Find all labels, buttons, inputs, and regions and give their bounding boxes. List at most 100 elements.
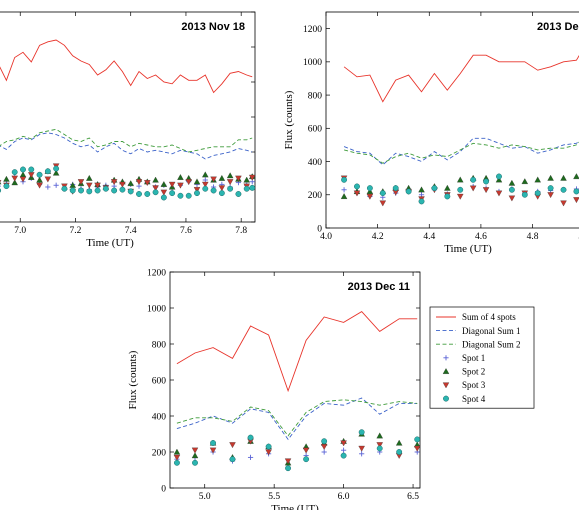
series-spot-4-point: [3, 183, 10, 190]
series-sum-of-4-spots-line: [0, 39, 253, 94]
series-spot-2-point: [160, 181, 168, 187]
y-tick-label: 400: [152, 412, 167, 422]
series-spot-4-point: [483, 178, 490, 185]
series-spot-4-point: [444, 193, 451, 200]
panel-title: 2013 Nov 18: [181, 21, 245, 33]
series-spot-3-point: [110, 179, 118, 186]
y-tick-label: 200: [152, 448, 167, 458]
series-spot-2-point: [152, 176, 159, 183]
y-tick-label: 1000: [303, 58, 322, 68]
x-tick-label: 7.6: [180, 226, 192, 236]
series-spot-4-point: [94, 187, 101, 194]
series-spot-4-point: [218, 190, 225, 197]
series-spot-4-point: [496, 173, 502, 180]
y-tick-label: 0: [317, 224, 322, 234]
legend-item-spot-1: Spot 1: [443, 353, 485, 363]
series-spot-4-point: [194, 190, 200, 197]
series-spot-4-point: [354, 183, 360, 190]
legend-item-spot-4: Spot 4: [443, 394, 486, 404]
series-group: [173, 311, 420, 472]
x-axis-label: Time (UT): [271, 503, 319, 510]
legend-label: Sum of 4 spots: [462, 312, 516, 322]
series-spot-4-point: [521, 191, 528, 198]
legend-swatch: [443, 355, 449, 361]
y-axis-label: Flux (counts): [283, 90, 295, 149]
series-spot-4-point: [341, 176, 348, 183]
series-spot-4: [0, 165, 255, 201]
series-spot-2-point: [456, 176, 464, 183]
series-spot-4-point: [470, 176, 477, 183]
series-spot-3-point: [36, 182, 43, 189]
series-spot-2-point: [191, 452, 199, 459]
series-spot-3-point: [226, 179, 234, 186]
series-spot-4-point: [285, 465, 292, 472]
series-spot-3-point: [191, 447, 199, 454]
series-spot-2-point: [3, 175, 10, 182]
series-spot-2-point: [173, 448, 181, 455]
series-spot-3-point: [320, 444, 328, 450]
series-spot-3-point: [44, 176, 52, 183]
series-spot-4-point: [210, 440, 217, 446]
series-spot-4-point: [560, 186, 567, 193]
series-spot-3-point: [376, 442, 383, 449]
series-spot-2-point: [36, 176, 43, 183]
series-spot-4-point: [144, 191, 151, 197]
series-spot-4-point: [303, 456, 310, 463]
panel-dec-10: 4.04.24.44.64.85.0020040060080010001200T…: [283, 11, 579, 255]
series-spot-1-point: [341, 447, 347, 453]
series-spot-3-point: [19, 176, 27, 183]
series-spot-2-point: [243, 176, 250, 183]
series-spot-2-point: [0, 181, 2, 185]
x-tick-label: 7.4: [125, 226, 137, 236]
legend: Sum of 4 spots Diagonal Sum 1 Diagonal Sum…: [429, 306, 535, 409]
series-spot-4-point: [321, 438, 328, 445]
series-spot-4-point: [508, 186, 515, 193]
series-spot-3-point: [547, 192, 554, 199]
plot-area: [325, 11, 579, 229]
x-axis-label: Time (UT): [444, 243, 492, 255]
y-tick-label: 400: [308, 158, 323, 168]
series-spot-1-point: [53, 182, 59, 188]
series-spot-4-point: [547, 185, 554, 192]
series-sum-of-4-spots-line: [176, 311, 418, 393]
plot-area: [0, 11, 256, 223]
y-tick-label: 1000: [147, 304, 166, 314]
series-spot-3-point: [353, 190, 361, 197]
series-spot-2-point: [395, 439, 403, 446]
series-spot-4-point: [229, 456, 236, 463]
series-spot-3-point: [193, 187, 201, 193]
y-tick-label: 600: [152, 376, 167, 386]
series-group: [0, 39, 255, 201]
series-spot-1-point: [247, 454, 254, 460]
x-tick-label: 4.6: [475, 232, 487, 242]
series-spot-3-point: [229, 442, 236, 449]
y-tick-label: 0: [161, 484, 166, 494]
series-spot-3-point: [177, 182, 184, 189]
x-tick-label: 5.5: [268, 492, 280, 502]
series-spot-3-point: [202, 181, 209, 188]
series-spot-3-point: [482, 187, 490, 194]
series-spot-3-point: [209, 447, 217, 454]
x-tick-label: 6.5: [407, 492, 419, 502]
series-spot-1-point: [359, 451, 365, 457]
series-spot-4-point: [192, 459, 198, 466]
panel-nov-18: 6.87.07.27.47.67.8020040060080010001200T…: [0, 11, 256, 249]
series-spot-2-point: [11, 179, 18, 186]
series-spot-3-point: [86, 182, 93, 189]
series-spot-4-point: [177, 192, 184, 199]
series-spot-4-point: [573, 188, 579, 195]
series-spot-3-point: [469, 185, 477, 192]
x-tick-label: 7.2: [70, 226, 82, 236]
series-spot-4: [173, 429, 420, 472]
series-sum-of-4-spots-line: [343, 54, 579, 103]
series-spot-4-point: [20, 166, 26, 173]
series-spot-1-point: [45, 184, 51, 190]
series-spot-4-point: [418, 198, 425, 205]
series-diagonal-sum-1-line: [176, 397, 418, 441]
series-diagonal-sum-1-line: [343, 137, 579, 166]
plot-area: [169, 271, 421, 489]
series-spot-3-point: [173, 454, 181, 461]
legend-item-spot-3: Spot 3: [442, 380, 486, 390]
series-spot-1-point: [341, 187, 347, 193]
